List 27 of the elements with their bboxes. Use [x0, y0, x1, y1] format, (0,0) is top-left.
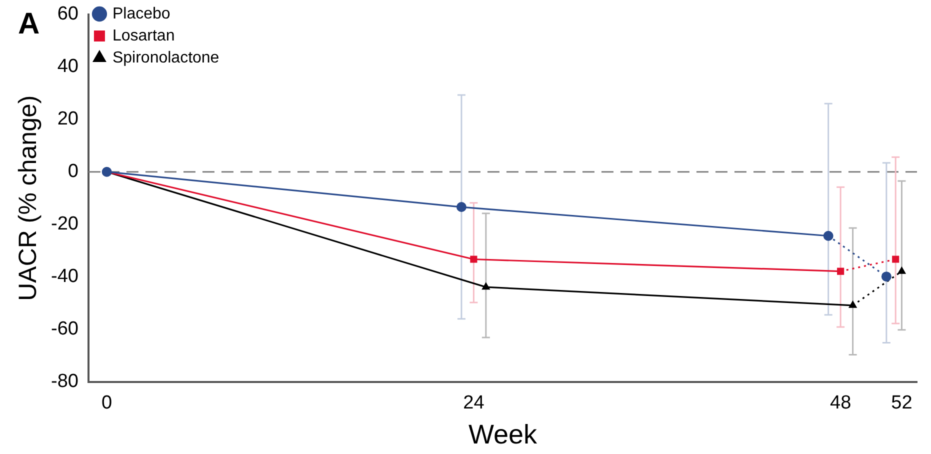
y-tick-label: -60: [50, 318, 78, 340]
legend-label: Placebo: [112, 5, 170, 22]
x-tick-label: 24: [463, 392, 485, 414]
point: [881, 272, 892, 282]
legend-label: Spironolactone: [112, 49, 220, 66]
y-tick-label: -80: [50, 371, 78, 392]
point: [837, 268, 844, 275]
y-tick-label: 40: [57, 56, 78, 78]
point: [892, 256, 900, 263]
x-axis-title: Week: [468, 419, 538, 450]
text: A: [18, 7, 40, 40]
point: [823, 230, 834, 241]
y-tick-label: 0: [68, 161, 78, 182]
x-tick-label: 52: [891, 392, 912, 414]
legend-label: Losartan: [112, 27, 175, 44]
point: [470, 256, 478, 263]
point: [848, 300, 858, 308]
point: [456, 202, 466, 212]
y-tick-label: -40: [50, 266, 78, 288]
x-tick-label: 0: [102, 392, 112, 414]
y-tick-label: 20: [57, 108, 78, 130]
point: [482, 282, 490, 290]
point: [897, 266, 906, 274]
y-tick-label: 60: [57, 4, 78, 25]
y-tick-label: -20: [50, 214, 78, 235]
y-axis-title: UACR (% change): [14, 95, 42, 301]
x-tick-label: 48: [830, 392, 852, 414]
